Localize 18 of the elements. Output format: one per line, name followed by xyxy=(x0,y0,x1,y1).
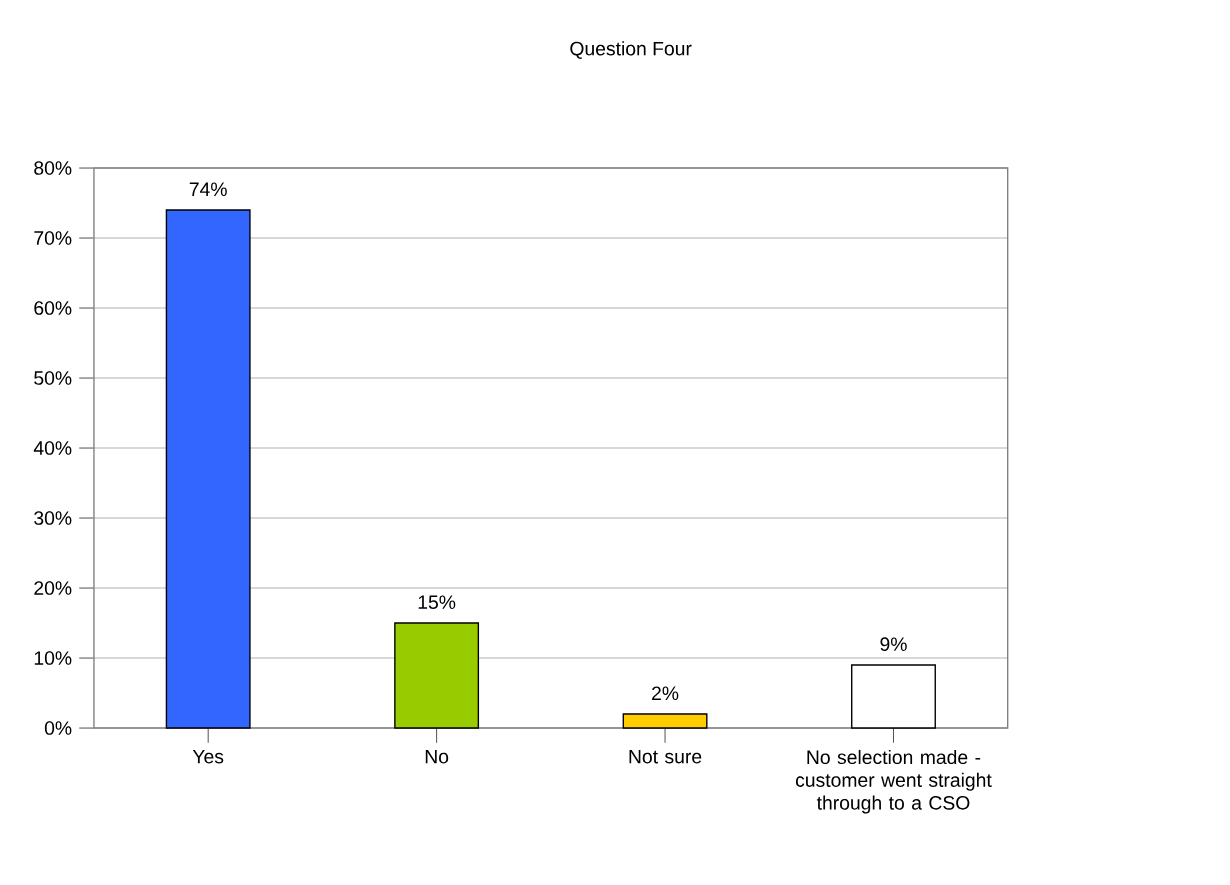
data-label: 9% xyxy=(880,637,907,651)
y-tick-label: 40% xyxy=(33,441,72,455)
y-tick-label: 50% xyxy=(34,371,72,385)
y-tick-label: 20% xyxy=(34,581,72,595)
y-tick-label: 10% xyxy=(34,651,72,665)
data-label: 74% xyxy=(189,182,227,196)
x-tick-label: Not sure xyxy=(629,749,702,764)
x-tick-label: No xyxy=(425,749,449,764)
y-tick-label: 70% xyxy=(34,231,72,245)
y-tick-label: 60% xyxy=(34,301,72,315)
data-label: 15% xyxy=(418,595,456,609)
y-tick-label: 30% xyxy=(34,511,72,525)
data-label: 2% xyxy=(652,686,679,700)
x-tick-label: Yes xyxy=(192,749,224,764)
y-tick-label: 80% xyxy=(34,161,72,175)
x-tick-label: No selection made - customer went straight through to a CSO xyxy=(795,749,992,814)
chart-title: Question Four xyxy=(570,41,692,59)
y-tick-label: 0% xyxy=(44,721,72,735)
